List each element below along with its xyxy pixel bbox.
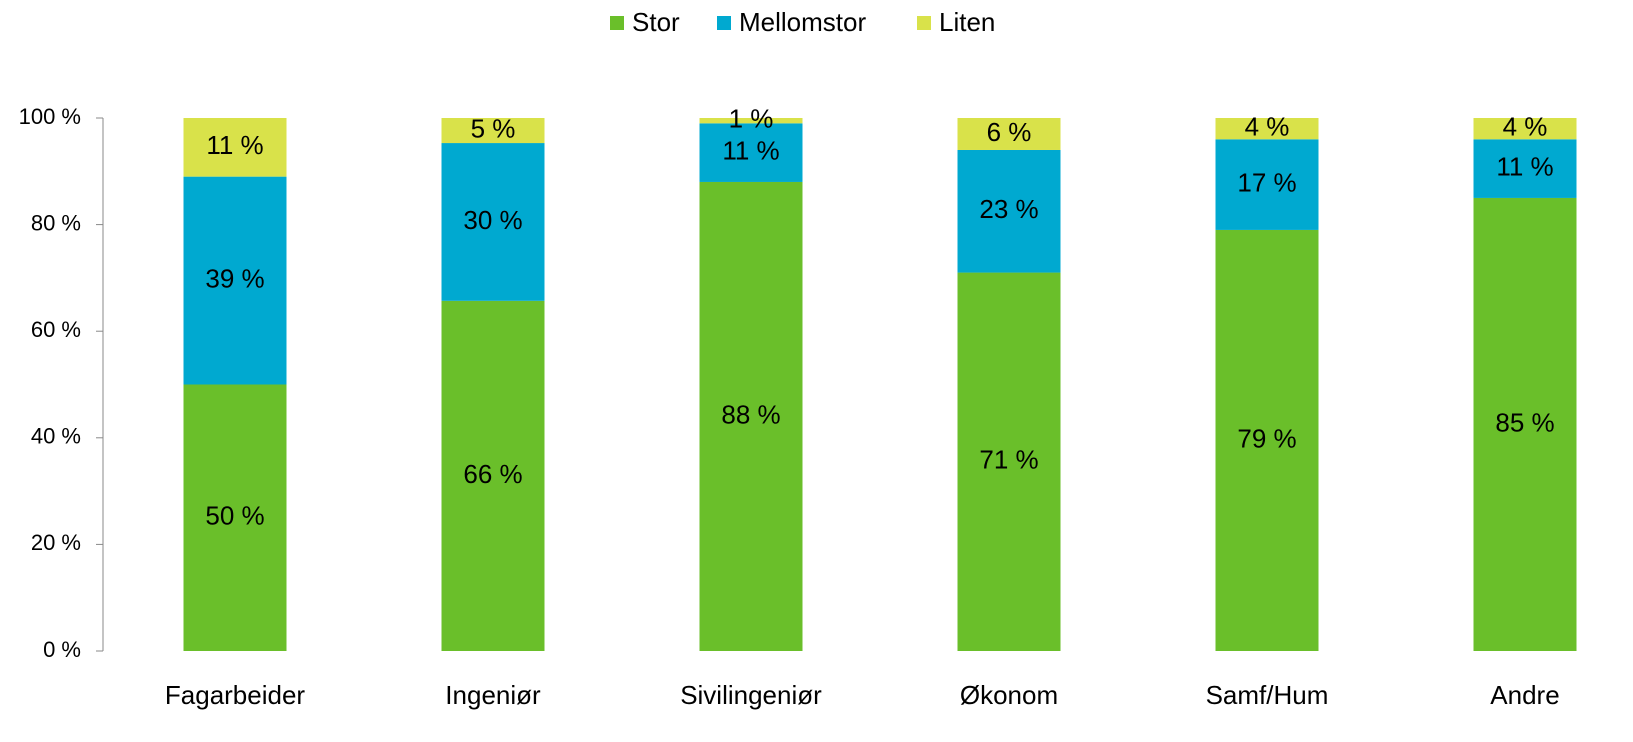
- legend-swatch: [717, 16, 731, 30]
- bar-segment: [699, 123, 803, 182]
- bar-segment: [957, 118, 1061, 150]
- x-tick-label: Økonom: [960, 680, 1058, 710]
- legend-label: Stor: [632, 7, 680, 37]
- x-tick-label: Samf/Hum: [1206, 680, 1329, 710]
- data-label: 11 %: [722, 136, 779, 166]
- x-tick-label: Fagarbeider: [165, 680, 306, 710]
- bar-segment: [1215, 118, 1319, 140]
- data-label: 50 %: [205, 501, 264, 531]
- legend-label: Liten: [939, 7, 995, 37]
- x-tick-label: Ingeniør: [445, 680, 541, 710]
- bar-segment: [183, 118, 287, 177]
- bar-segment: [183, 176, 287, 385]
- bar-segment: [441, 143, 545, 301]
- y-tick-label: 60 %: [31, 317, 81, 342]
- bar-segment: [1215, 229, 1319, 651]
- y-tick-label: 0 %: [43, 637, 81, 662]
- bar-segment: [699, 118, 803, 124]
- data-label: 30 %: [463, 205, 522, 235]
- bar-segment: [1473, 139, 1577, 198]
- y-tick-label: 20 %: [31, 530, 81, 555]
- legend-label: Mellomstor: [739, 7, 866, 37]
- data-label: 4 %: [1245, 112, 1290, 142]
- x-tick-label: Andre: [1490, 680, 1559, 710]
- data-label: 11 %: [206, 130, 263, 160]
- data-label: 39 %: [205, 263, 264, 293]
- legend-swatch: [610, 16, 624, 30]
- data-label: 4 %: [1503, 112, 1548, 142]
- data-label: 79 %: [1237, 423, 1296, 453]
- data-label: 11 %: [1496, 152, 1553, 182]
- legend-swatch: [917, 16, 931, 30]
- data-label: 66 %: [463, 459, 522, 489]
- data-label: 5 %: [471, 113, 516, 143]
- bar-segment: [183, 384, 287, 651]
- y-tick-label: 40 %: [31, 424, 81, 449]
- data-label: 88 %: [721, 399, 780, 429]
- bar-segment: [1215, 139, 1319, 230]
- bar-segment: [1473, 197, 1577, 651]
- bar-segment: [441, 118, 545, 144]
- data-label: 71 %: [979, 445, 1038, 475]
- bar-segment: [699, 181, 803, 651]
- y-tick-label: 80 %: [31, 210, 81, 235]
- data-label: 1 %: [729, 104, 774, 134]
- data-label: 85 %: [1495, 407, 1554, 437]
- data-label: 23 %: [979, 194, 1038, 224]
- bar-segment: [957, 149, 1061, 273]
- bar-segment: [441, 300, 545, 651]
- y-tick-label: 100 %: [19, 104, 81, 129]
- bar-segment: [1473, 118, 1577, 140]
- data-label: 6 %: [987, 117, 1032, 147]
- bar-segment: [957, 272, 1061, 651]
- x-tick-label: Sivilingeniør: [680, 680, 822, 710]
- data-label: 17 %: [1237, 168, 1296, 198]
